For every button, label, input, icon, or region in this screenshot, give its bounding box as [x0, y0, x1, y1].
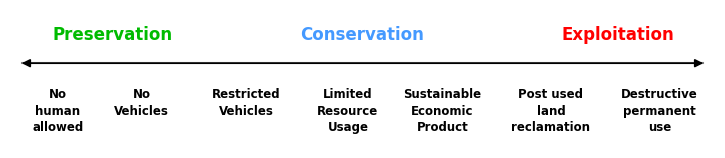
Text: Restricted
Vehicles: Restricted Vehicles — [212, 88, 281, 118]
Text: Destructive
permanent
use: Destructive permanent use — [621, 88, 698, 134]
Text: Exploitation: Exploitation — [561, 26, 674, 44]
Text: Preservation: Preservation — [52, 26, 173, 44]
Text: Post used
land
reclamation: Post used land reclamation — [512, 88, 590, 134]
Text: Conservation: Conservation — [301, 26, 424, 44]
Text: Limited
Resource
Usage: Limited Resource Usage — [318, 88, 378, 134]
Text: No
Vehicles: No Vehicles — [114, 88, 169, 118]
Text: No
human
allowed: No human allowed — [33, 88, 83, 134]
Text: Sustainable
Economic
Product: Sustainable Economic Product — [403, 88, 481, 134]
